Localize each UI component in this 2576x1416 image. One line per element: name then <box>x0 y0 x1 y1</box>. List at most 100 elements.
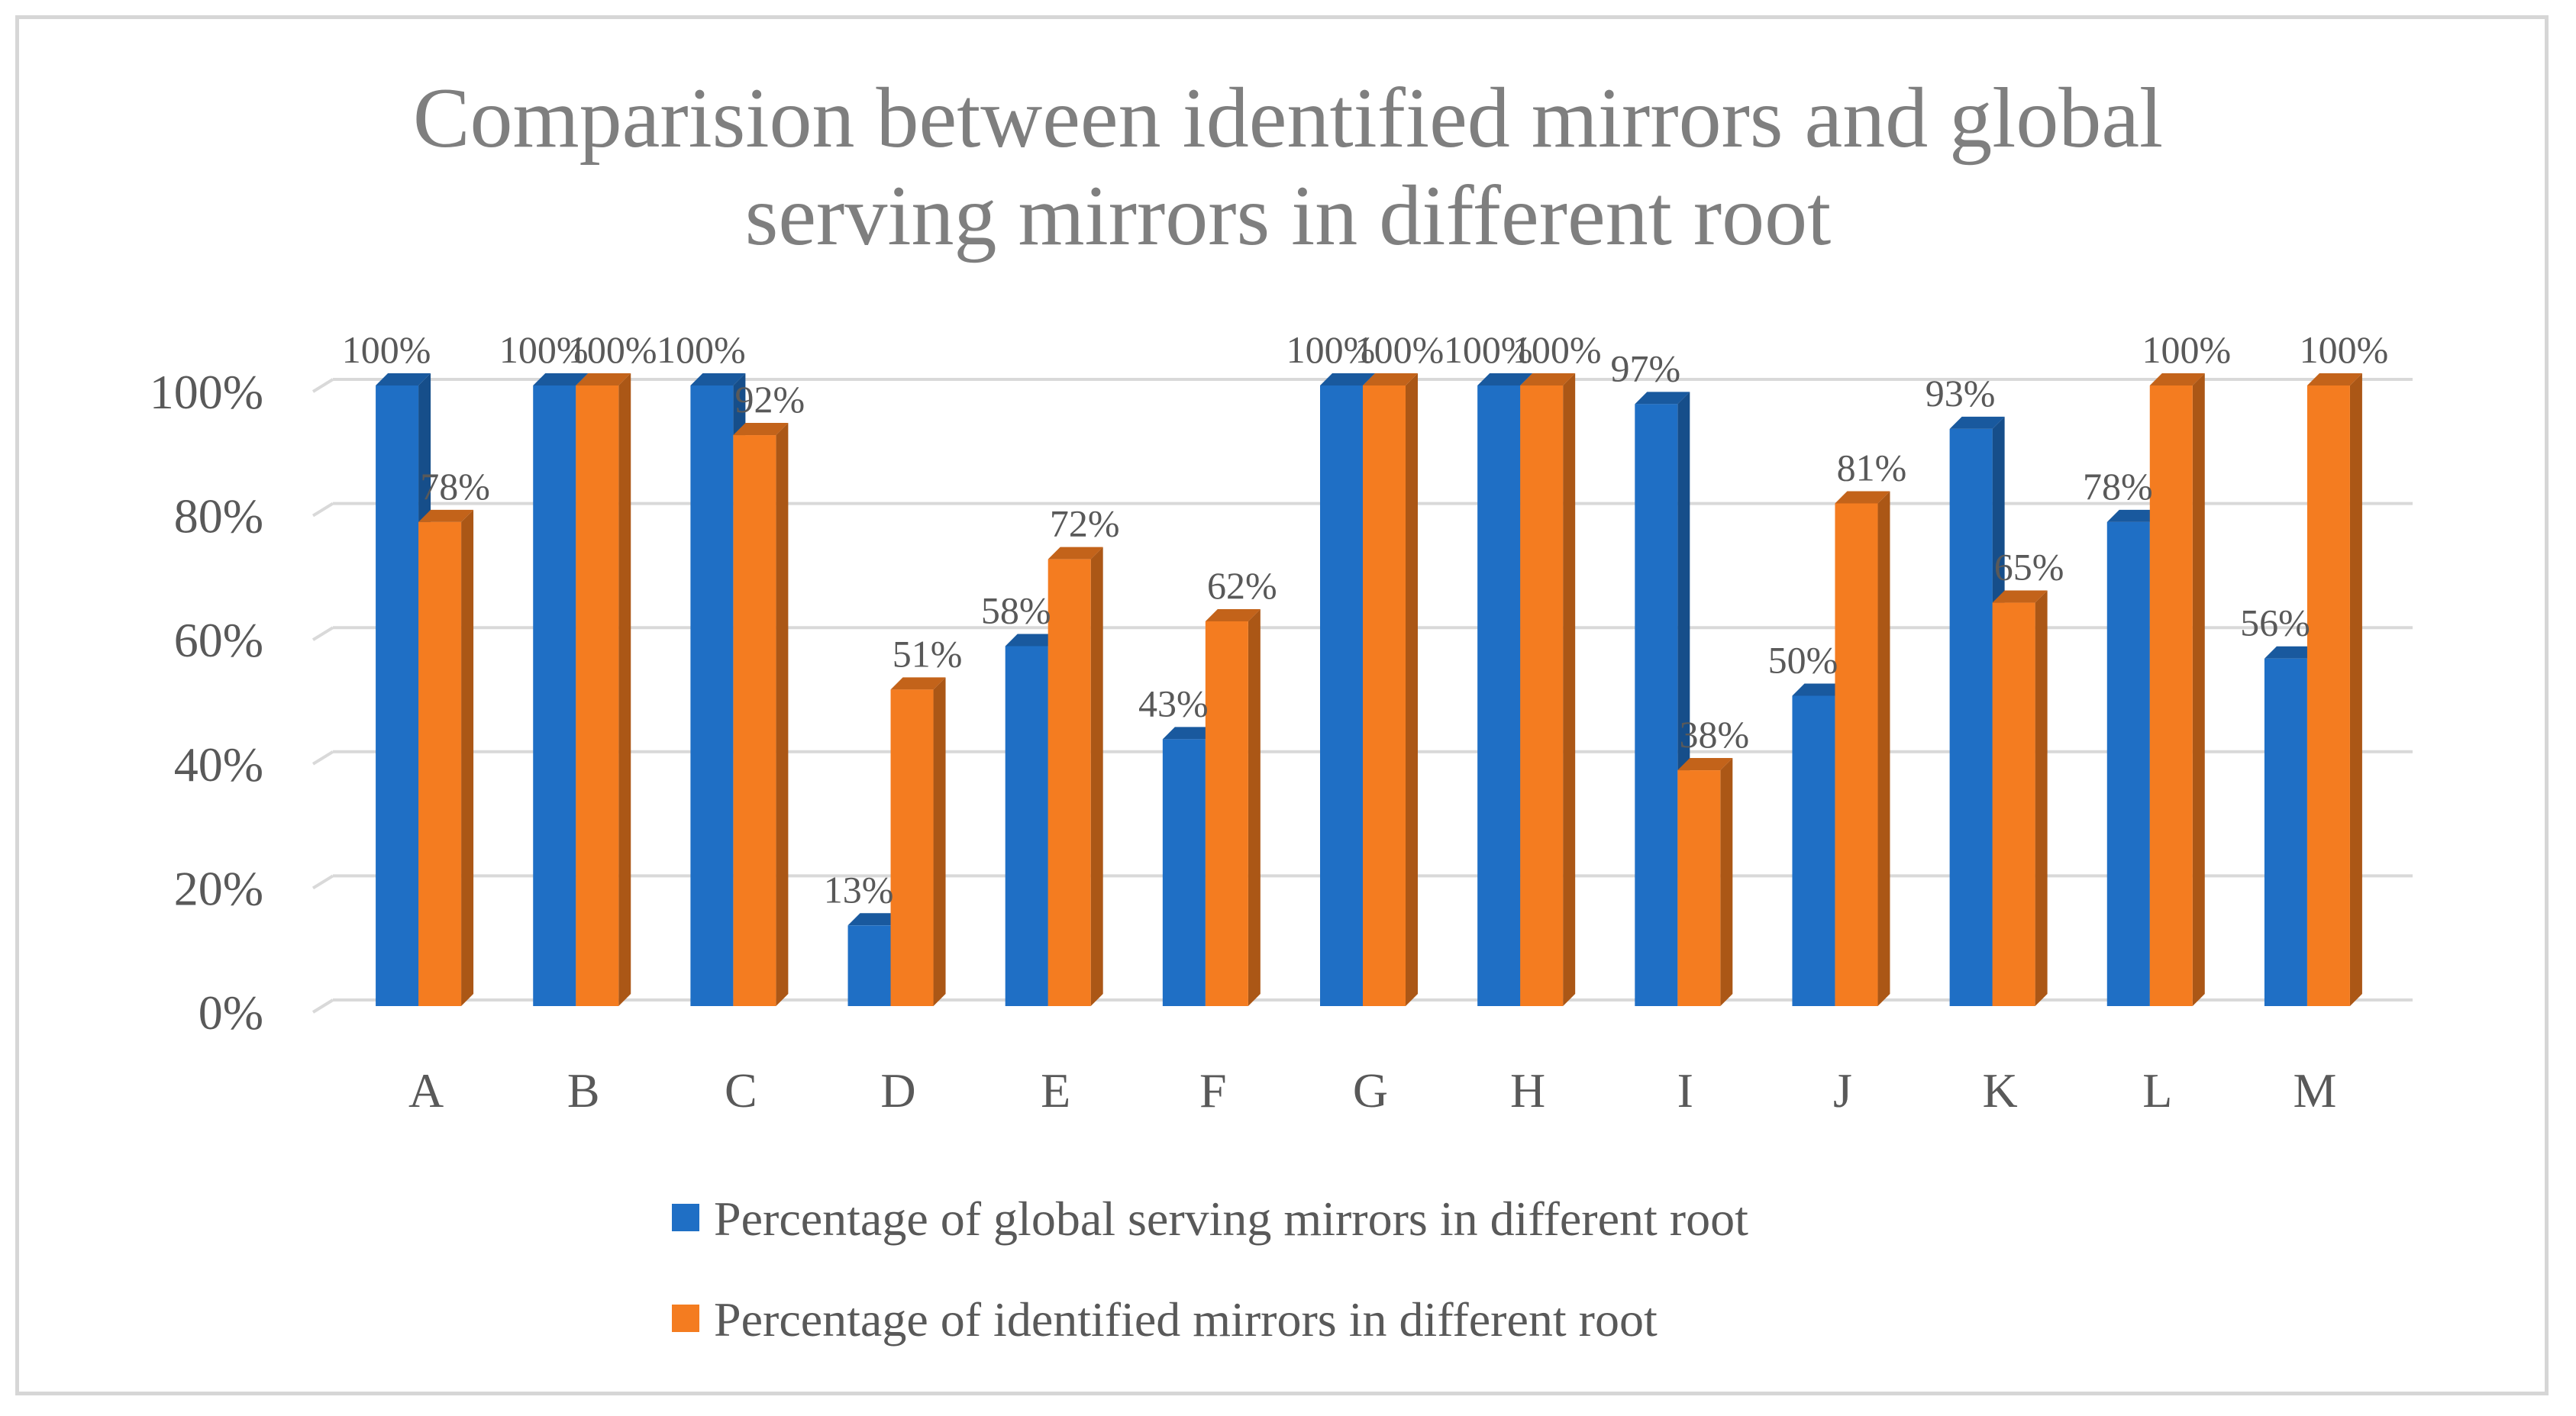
bar-top-H-s1 <box>1520 373 1576 385</box>
gridline-slant-0 <box>312 998 334 1014</box>
data-label-D-s1: 51% <box>893 632 963 675</box>
bar-top-I-s1 <box>1677 758 1733 771</box>
bar-top-B-s0 <box>533 373 589 385</box>
x-tick-label-D: D <box>880 1063 915 1118</box>
bar-G-s1 <box>1363 385 1406 1006</box>
data-label-J-s0: 50% <box>1768 639 1838 682</box>
data-label-A-s0: 100% <box>342 328 431 371</box>
legend-label-global: Percentage of global serving mirrors in … <box>714 1192 1748 1246</box>
bar-top-D-s1 <box>890 677 946 690</box>
data-label-F-s1: 62% <box>1207 564 1277 607</box>
gridline-slant-2 <box>312 750 334 766</box>
bar-side-E-s1 <box>1090 547 1103 1006</box>
bar-side-B-s1 <box>618 373 631 1006</box>
legend-label-identified: Percentage of identified mirrors in diff… <box>714 1292 1658 1347</box>
bar-H-s0 <box>1477 385 1521 1006</box>
bar-top-H-s0 <box>1477 373 1533 385</box>
bar-top-L-s0 <box>2106 509 2162 522</box>
bar-A-s0 <box>376 385 419 1006</box>
bar-side-C-s1 <box>776 423 789 1006</box>
bar-J-s0 <box>1792 695 1835 1006</box>
bar-L-s0 <box>2106 521 2150 1006</box>
x-tick-label-C: C <box>725 1063 757 1118</box>
y-tick-label-4: 80% <box>174 489 263 543</box>
data-label-H-s1: 100% <box>1512 328 1602 371</box>
bar-side-A-s1 <box>461 509 474 1006</box>
x-tick-label-H: H <box>1510 1063 1545 1118</box>
bar-top-E-s1 <box>1048 547 1103 560</box>
bar-side-M-s1 <box>2349 373 2362 1006</box>
bar-top-G-s1 <box>1363 373 1418 385</box>
bar-F-s1 <box>1205 621 1248 1006</box>
gridline-slant-1 <box>312 874 334 890</box>
bar-top-A-s0 <box>376 373 431 385</box>
bar-top-K-s1 <box>1992 590 2048 603</box>
bar-L-s1 <box>2149 385 2193 1006</box>
bar-top-F-s1 <box>1205 608 1261 621</box>
bar-I-s1 <box>1677 770 1721 1006</box>
data-label-M-s0: 56% <box>2240 602 2310 644</box>
x-tick-label-M: M <box>2293 1063 2336 1118</box>
legend-swatch-identified <box>672 1305 699 1332</box>
data-label-K-s1: 65% <box>1994 546 2064 589</box>
bar-top-E-s0 <box>1005 634 1060 647</box>
data-label-D-s0: 13% <box>824 868 894 911</box>
bar-side-J-s1 <box>1877 491 1890 1006</box>
data-label-F-s0: 43% <box>1138 682 1209 724</box>
data-label-G-s0: 100% <box>1286 328 1376 371</box>
chart-title: Comparision between identified mirrors a… <box>413 71 2163 263</box>
bar-D-s0 <box>847 925 891 1006</box>
data-label-L-s0: 78% <box>2083 465 2153 508</box>
bar-side-L-s1 <box>2192 373 2205 1006</box>
data-label-G-s1: 100% <box>1355 328 1445 371</box>
x-tick-label-E: E <box>1041 1063 1070 1118</box>
gridline-slant-4 <box>312 502 334 518</box>
data-label-I-s0: 97% <box>1610 347 1680 389</box>
bar-B-s1 <box>576 385 619 1006</box>
data-label-I-s1: 38% <box>1679 713 1749 756</box>
bar-I-s0 <box>1635 404 1678 1006</box>
x-tick-label-I: I <box>1677 1063 1693 1118</box>
bar-F-s0 <box>1162 739 1206 1006</box>
bar-K-s1 <box>1992 602 2035 1006</box>
data-label-H-s0: 100% <box>1444 328 1533 371</box>
bar-top-M-s0 <box>2264 646 2319 659</box>
bar-M-s1 <box>2306 385 2350 1006</box>
x-tick-label-B: B <box>567 1063 600 1118</box>
bar-B-s0 <box>533 385 576 1006</box>
bar-C-s1 <box>733 435 776 1006</box>
data-label-B-s0: 100% <box>499 328 589 371</box>
x-tick-label-F: F <box>1199 1063 1227 1118</box>
bar-G-s0 <box>1320 385 1363 1006</box>
bar-H-s1 <box>1520 385 1564 1006</box>
bar-A-s1 <box>418 521 462 1006</box>
x-tick-label-A: A <box>408 1063 444 1118</box>
data-label-C-s0: 100% <box>657 328 746 371</box>
bar-top-I-s0 <box>1635 392 1690 405</box>
bar-side-D-s1 <box>933 677 946 1006</box>
x-tick-label-J: J <box>1833 1063 1852 1118</box>
y-tick-label-1: 20% <box>174 861 263 915</box>
x-tick-label-K: K <box>1983 1063 2018 1118</box>
legend: Percentage of global serving mirrors in … <box>672 1192 1748 1347</box>
bar-top-J-s1 <box>1835 491 1890 504</box>
bar-top-C-s1 <box>733 423 789 436</box>
x-tick-label-L: L <box>2142 1063 2172 1118</box>
bar-top-A-s1 <box>418 509 474 522</box>
data-label-K-s0: 93% <box>1926 372 1996 414</box>
data-label-L-s1: 100% <box>2142 328 2231 371</box>
bar-top-L-s1 <box>2149 373 2205 385</box>
y-tick-label-2: 40% <box>174 737 263 792</box>
bar-top-D-s0 <box>847 913 903 926</box>
bar-side-K-s1 <box>2035 590 2048 1006</box>
data-label-C-s1: 92% <box>735 378 805 421</box>
bar-E-s0 <box>1005 646 1048 1006</box>
bar-D-s1 <box>890 689 934 1006</box>
y-tick-label-3: 60% <box>174 613 263 667</box>
x-tick-label-G: G <box>1353 1063 1388 1118</box>
bar-C-s0 <box>690 385 734 1006</box>
bar-side-G-s1 <box>1406 373 1418 1006</box>
chart-title-line-2: serving mirrors in different root <box>745 169 1831 263</box>
y-tick-label-5: 100% <box>150 365 263 419</box>
